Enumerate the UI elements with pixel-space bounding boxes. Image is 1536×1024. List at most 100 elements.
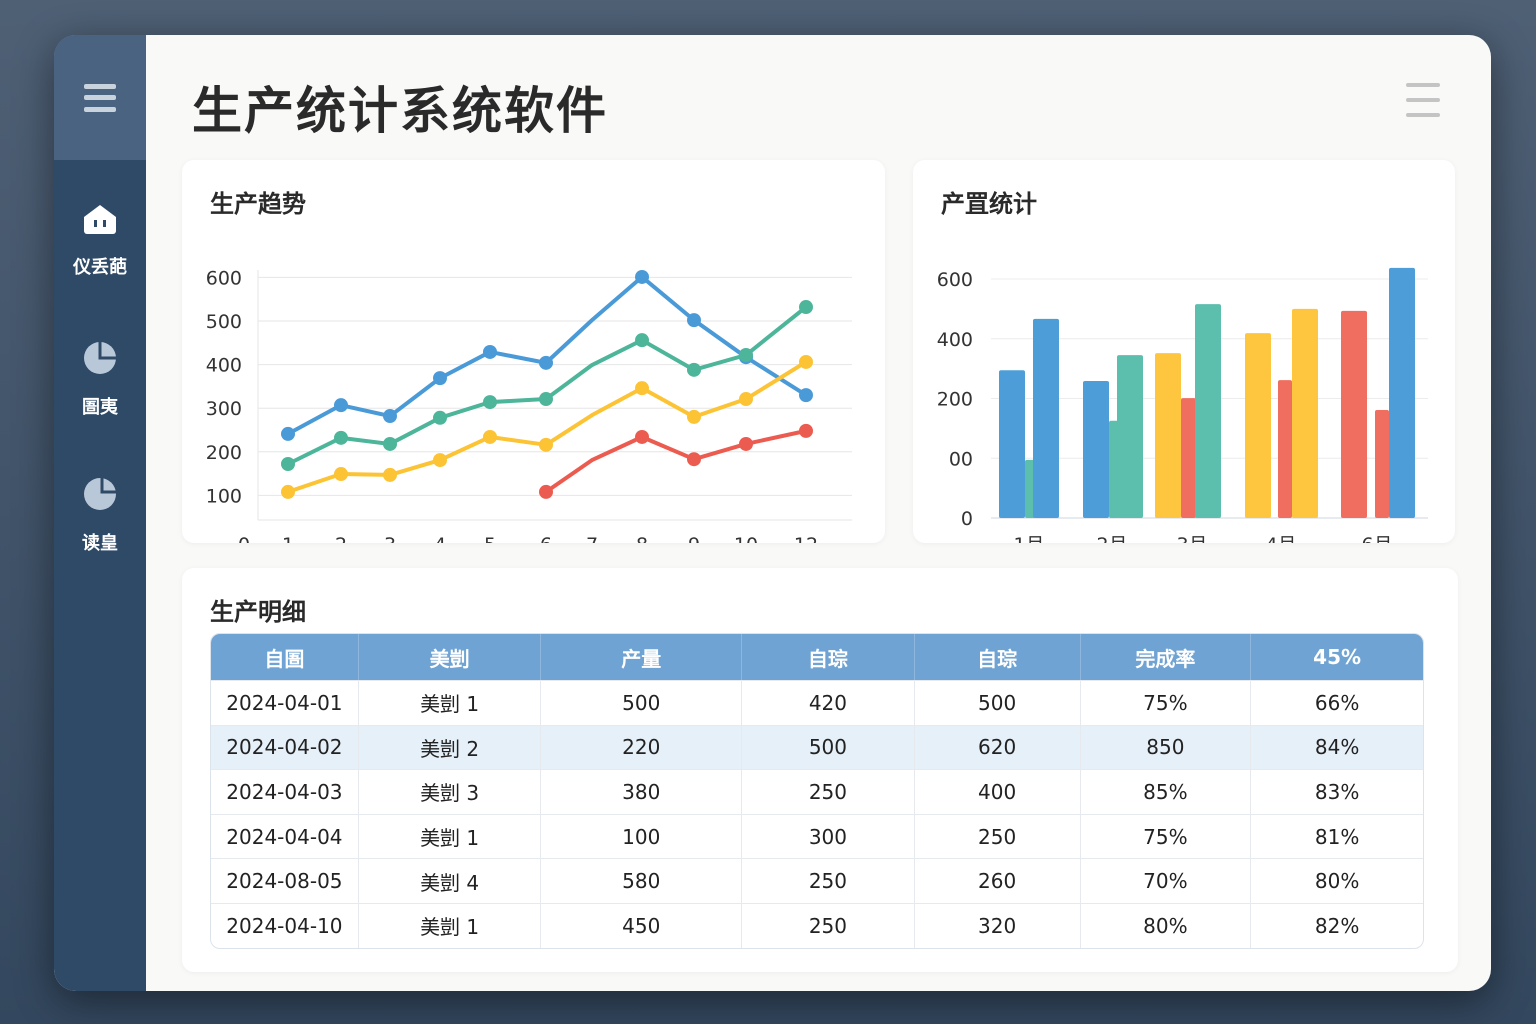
data-point xyxy=(799,423,813,438)
bar xyxy=(1083,380,1109,518)
column-header[interactable]: 产量 xyxy=(541,634,743,680)
x-tick-label: 1 xyxy=(282,534,294,543)
data-point xyxy=(483,395,497,410)
table-cell: 美剴 1 xyxy=(358,680,542,725)
data-point xyxy=(635,269,649,284)
table-cell: 620 xyxy=(914,724,1081,770)
table-cell: 80% xyxy=(1080,902,1252,948)
table-row[interactable]: 2024-04-04 美剴 1 100 300 250 75% 81% xyxy=(211,813,1423,859)
data-point xyxy=(383,409,397,424)
bar xyxy=(1109,420,1119,518)
data-point xyxy=(483,429,497,444)
page-title: 生产统计系统软件 xyxy=(192,82,608,140)
options-menu-icon[interactable] xyxy=(1406,83,1440,117)
x-tick-label: 4 xyxy=(434,534,446,543)
data-point xyxy=(635,333,649,348)
y-tick-label: 600 xyxy=(937,269,973,291)
bar xyxy=(999,370,1025,518)
table-cell: 260 xyxy=(914,858,1081,903)
data-point xyxy=(281,484,295,499)
x-tick-label: 10 xyxy=(734,534,758,543)
table-cell: 82% xyxy=(1251,902,1423,948)
x-tick-label: 2 xyxy=(335,534,347,543)
bar xyxy=(1025,459,1035,518)
series-line-yellow xyxy=(287,360,808,494)
bar xyxy=(1341,310,1367,518)
table-cell: 420 xyxy=(742,680,915,725)
data-point xyxy=(687,362,701,377)
data-point xyxy=(334,430,348,445)
table-cell: 250 xyxy=(742,858,915,903)
table-cell: 81% xyxy=(1251,813,1423,859)
table-cell: 300 xyxy=(742,813,915,859)
table-cell: 500 xyxy=(742,724,915,770)
table-row[interactable]: 2024-04-02 美剴 2 220 500 620 850 84% xyxy=(211,724,1423,770)
table-cell: 85% xyxy=(1080,769,1252,814)
data-point xyxy=(539,484,553,499)
data-point xyxy=(334,398,348,413)
table-cell: 2024-04-01 xyxy=(211,680,359,725)
column-header[interactable]: 自琮 xyxy=(742,634,915,680)
y-tick-label: 0 xyxy=(961,508,973,530)
data-point xyxy=(433,410,447,425)
sidebar-item-charts[interactable]: 圄夷 xyxy=(54,341,146,419)
bar xyxy=(1195,304,1221,518)
data-point xyxy=(739,436,753,451)
column-header[interactable]: 美剴 xyxy=(358,634,542,680)
bar xyxy=(1181,398,1196,518)
data-point xyxy=(383,436,397,451)
x-tick-label: 1月 xyxy=(1013,534,1044,543)
sidebar-item-label: 读皇 xyxy=(82,533,118,554)
bar xyxy=(1245,333,1271,518)
table-cell: 美剴 1 xyxy=(358,813,542,859)
column-header[interactable]: 自圄 xyxy=(211,634,359,680)
table-cell: 美剴 2 xyxy=(358,724,542,770)
data-point xyxy=(281,426,295,441)
table-cell: 220 xyxy=(541,724,743,770)
column-header[interactable]: 45% xyxy=(1251,634,1423,680)
pie-chart-icon xyxy=(84,342,116,374)
line-chart-card: 生产趋势 10020030040050060001234567891012 xyxy=(182,160,885,543)
table-cell: 美剴 3 xyxy=(358,769,542,814)
sidebar-item-dashboard[interactable]: 仪丢葩 xyxy=(54,203,146,279)
y-tick-label: 500 xyxy=(206,311,242,333)
data-point xyxy=(539,437,553,452)
sidebar: 仪丢葩 圄夷 读皇 xyxy=(54,35,146,991)
x-tick-label: 0 xyxy=(238,534,250,543)
table-row[interactable]: 2024-04-01 美剴 1 500 420 500 75% 66% xyxy=(211,680,1423,725)
home-icon xyxy=(84,205,116,234)
table-cell: 400 xyxy=(914,769,1081,814)
production-table: 自圄 美剴 产量 自琮 自琮 完成率 45% 2024-04-01 美剴 1 500 420 500… xyxy=(210,633,1424,949)
table-cell: 2024-04-04 xyxy=(211,813,359,859)
column-header[interactable]: 完成率 xyxy=(1080,634,1252,680)
table-cell: 2024-04-03 xyxy=(211,769,359,814)
table-row[interactable]: 2024-08-05 美剴 4 580 250 260 70% 80% xyxy=(211,858,1423,903)
data-point xyxy=(739,392,753,407)
table-row[interactable]: 2024-04-03 美剴 3 380 250 400 85% 83% xyxy=(211,769,1423,814)
y-tick-label: 600 xyxy=(206,267,242,289)
table-cell: 850 xyxy=(1080,724,1252,770)
bar xyxy=(1292,308,1318,518)
table-cell: 80% xyxy=(1251,858,1423,903)
x-tick-label: 9 xyxy=(688,534,700,543)
bar xyxy=(1389,267,1415,518)
bar xyxy=(1375,410,1389,518)
bar xyxy=(1278,380,1292,518)
bar-chart: 0002004006001月2月3月4月6月 xyxy=(937,267,1428,543)
data-point xyxy=(687,313,701,328)
menu-icon[interactable] xyxy=(84,83,116,112)
y-tick-label: 00 xyxy=(949,448,973,470)
sidebar-header xyxy=(54,35,146,160)
table-row[interactable]: 2024-04-10 美剴 1 450 250 320 80% 82% xyxy=(211,902,1423,948)
sidebar-item-reports[interactable]: 读皇 xyxy=(54,477,146,555)
data-point xyxy=(687,409,701,424)
data-point xyxy=(799,300,813,315)
column-header[interactable]: 自琮 xyxy=(914,634,1081,680)
x-tick-label: 5 xyxy=(484,534,496,543)
bar-chart-card: 产罝统计 0002004006001月2月3月4月6月 xyxy=(913,160,1455,543)
data-point xyxy=(433,371,447,386)
data-point xyxy=(483,344,497,359)
data-point xyxy=(334,467,348,482)
card-title: 生产明细 xyxy=(210,598,306,626)
data-point xyxy=(635,381,649,396)
